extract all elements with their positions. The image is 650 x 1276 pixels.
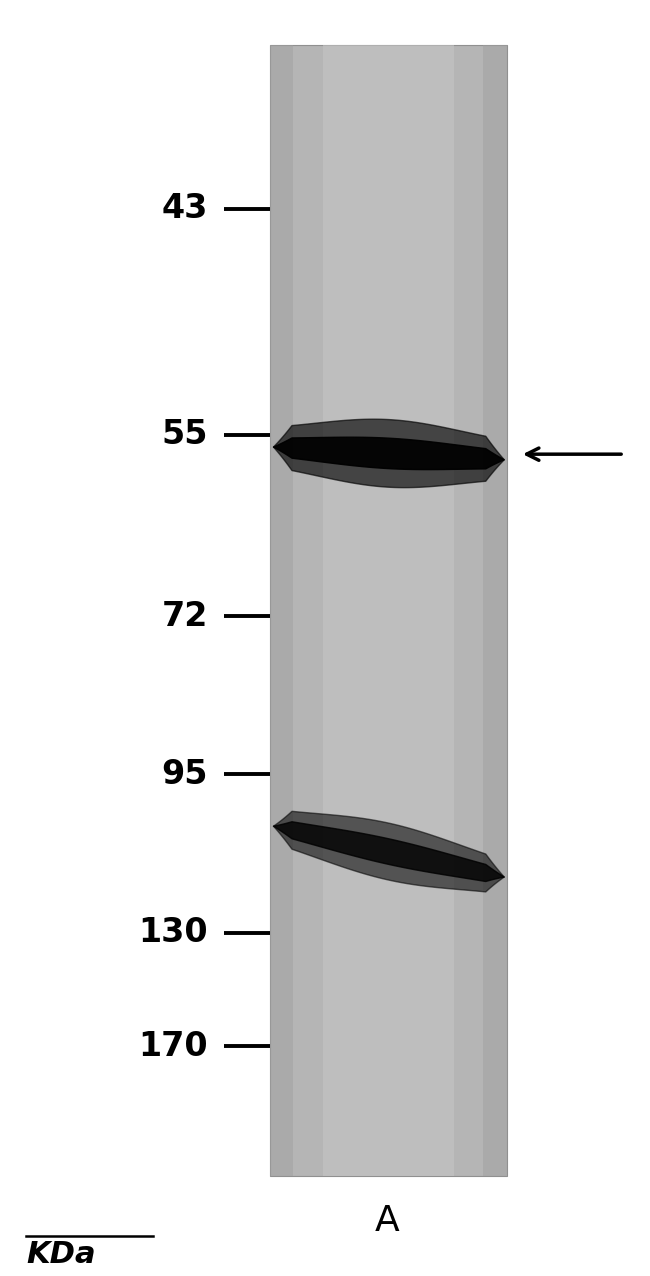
Bar: [484, 45, 507, 1176]
Text: 72: 72: [162, 600, 208, 633]
Text: 170: 170: [138, 1030, 208, 1063]
Text: 43: 43: [162, 193, 208, 225]
Text: 55: 55: [161, 419, 208, 452]
Text: 95: 95: [161, 758, 208, 791]
Text: KDa: KDa: [26, 1240, 96, 1268]
Bar: [270, 45, 294, 1176]
Text: 130: 130: [138, 916, 208, 949]
Bar: [323, 45, 454, 1176]
Text: A: A: [374, 1203, 399, 1238]
Bar: [270, 45, 507, 1176]
